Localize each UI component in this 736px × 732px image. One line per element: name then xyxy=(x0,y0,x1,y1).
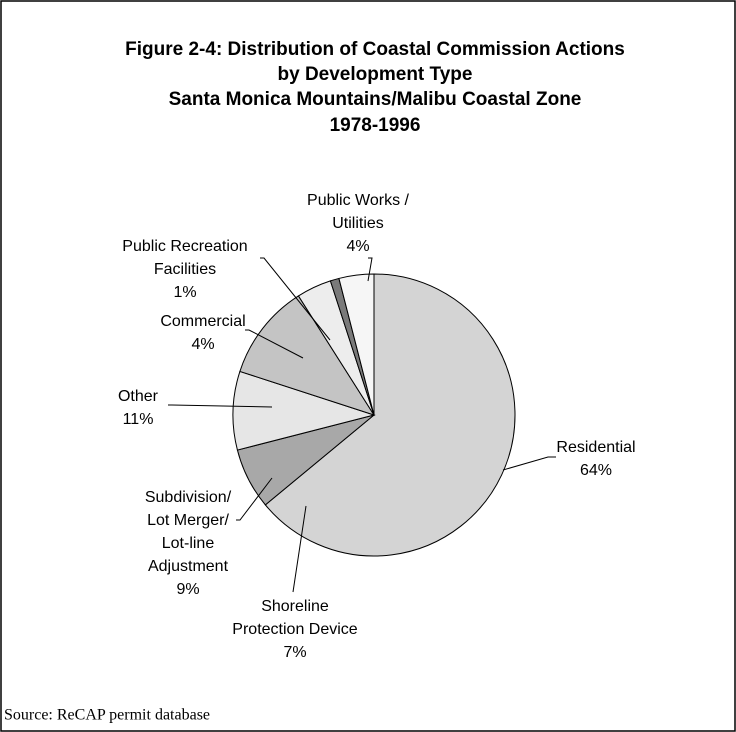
leader-line xyxy=(292,505,307,593)
chart-title: Figure 2-4: Distribution of Coastal Comm… xyxy=(125,39,625,60)
slice-value-label: 1% xyxy=(173,284,196,301)
chart-subtitle: Santa Monica Mountains/Malibu Coastal Zo… xyxy=(169,89,582,110)
leader-line xyxy=(168,404,273,408)
slice-value-label: 4% xyxy=(191,336,214,353)
chart-subtitle: 1978-1996 xyxy=(330,115,421,136)
slice-value-label: 11% xyxy=(123,411,154,428)
slice-label: Commercial xyxy=(160,313,245,330)
leader-line xyxy=(367,257,373,282)
leader-line xyxy=(245,329,304,359)
slice-label: Utilities xyxy=(332,215,384,232)
slice-label: Shoreline xyxy=(261,598,329,615)
slice-value-label: 7% xyxy=(283,644,306,661)
slice-value-label: 4% xyxy=(346,238,369,255)
slice-label: Subdivision/ xyxy=(145,489,232,506)
slice-label: Adjustment xyxy=(148,558,229,575)
slice-label: Other xyxy=(118,388,159,405)
pie-slice xyxy=(264,273,516,557)
slice-value-label: 9% xyxy=(176,581,199,598)
slice-label: Public Recreation xyxy=(122,238,247,255)
slice-label: Protection Device xyxy=(232,621,357,638)
slice-label: Public Works / xyxy=(307,192,410,209)
slice-label: Facilities xyxy=(154,261,216,278)
pie-slice xyxy=(338,273,375,416)
leader-line xyxy=(502,456,556,471)
slice-value-label: 64% xyxy=(580,462,612,479)
pie-slice xyxy=(232,370,376,451)
slice-label: Residential xyxy=(556,439,635,456)
leader-line xyxy=(236,477,273,521)
source-note: Source: ReCAP permit database xyxy=(4,707,210,724)
leader-line xyxy=(260,257,331,341)
chart-title: by Development Type xyxy=(278,64,473,85)
slice-label: Lot Merger/ xyxy=(147,512,229,529)
slice-label: Lot-line xyxy=(162,535,215,552)
